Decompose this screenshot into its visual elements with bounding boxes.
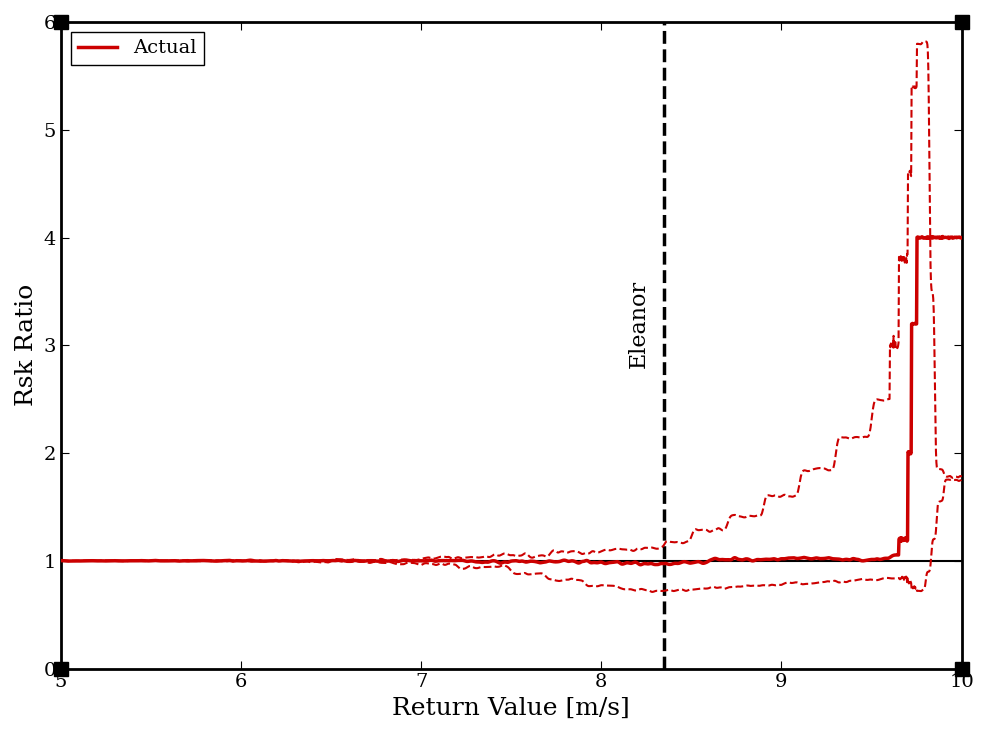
- Actual: [493, 559, 504, 567]
- Actual: [930, 233, 942, 242]
- Actual: [634, 560, 646, 569]
- Line: Actual: Actual: [61, 237, 961, 564]
- Legend: Actual: Actual: [70, 32, 204, 65]
- Actual: [930, 233, 942, 242]
- Y-axis label: Rsk Ratio: Rsk Ratio: [15, 284, 38, 406]
- Actual: [55, 556, 67, 565]
- Actual: [764, 555, 776, 564]
- Actual: [955, 233, 967, 242]
- Actual: [469, 557, 481, 566]
- Actual: [101, 556, 113, 565]
- Text: Eleanor: Eleanor: [628, 280, 650, 368]
- X-axis label: Return Value [m/s]: Return Value [m/s]: [393, 697, 630, 720]
- Actual: [937, 232, 948, 241]
